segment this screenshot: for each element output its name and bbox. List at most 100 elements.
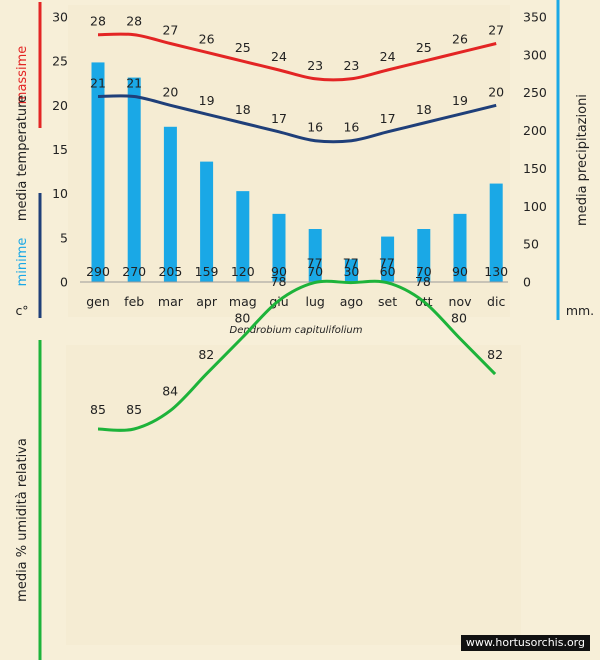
humidity-chart: 85 85 84 82 80 78 77 77 77 78 80 82 media % umidità … bbox=[15, 256, 521, 660]
right-tick-0: 0 bbox=[523, 275, 531, 290]
left-axis-label-mid: media temperature bbox=[15, 95, 30, 221]
precip-label-set: 60 bbox=[380, 264, 396, 279]
left-tick-25: 25 bbox=[52, 54, 68, 69]
max-temp-label-apr: 26 bbox=[199, 31, 215, 46]
precip-bar-nov bbox=[453, 213, 467, 282]
max-temp-label-lug: 23 bbox=[307, 58, 323, 73]
precip-label-gen: 290 bbox=[86, 264, 110, 279]
min-temp-label-mar: 20 bbox=[162, 84, 178, 99]
humidity-label-9: 78 bbox=[415, 274, 431, 289]
x-tick-nov: nov bbox=[449, 294, 473, 309]
precip-label-mag: 120 bbox=[231, 264, 255, 279]
x-tick-mag: mag bbox=[229, 294, 257, 309]
precip-bar-apr bbox=[200, 161, 214, 282]
left-tick-30: 30 bbox=[52, 10, 68, 25]
min-temp-label-feb: 21 bbox=[126, 76, 142, 91]
x-tick-apr: apr bbox=[196, 294, 218, 309]
precip-label-feb: 270 bbox=[122, 264, 146, 279]
precip-label-mar: 205 bbox=[158, 264, 182, 279]
right-tick-300: 300 bbox=[523, 47, 547, 62]
precip-bar-gen bbox=[91, 62, 105, 282]
precip-bar-lug bbox=[308, 229, 322, 282]
min-temp-label-set: 17 bbox=[380, 111, 396, 126]
site-credit: www.hortusorchis.org bbox=[460, 635, 590, 651]
x-tick-dic: dic bbox=[487, 294, 505, 309]
x-tick-set: set bbox=[378, 294, 397, 309]
humidity-label-11: 82 bbox=[487, 347, 503, 362]
x-tick-ago: ago bbox=[340, 294, 363, 309]
min-temp-label-giu: 17 bbox=[271, 111, 287, 126]
min-temp-label-ott: 18 bbox=[416, 102, 432, 117]
humidity-label-4: 80 bbox=[234, 311, 250, 326]
precip-bar-ago bbox=[344, 259, 358, 282]
bottom-plot-area bbox=[66, 345, 521, 645]
precip-label-giu: 90 bbox=[271, 264, 287, 279]
right-axis-label: media precipitazioni bbox=[575, 94, 590, 226]
humidity-label-0: 85 bbox=[90, 402, 106, 417]
max-temp-label-giu: 24 bbox=[271, 49, 287, 64]
right-tick-350: 350 bbox=[523, 10, 547, 25]
max-temp-label-set: 24 bbox=[380, 49, 396, 64]
precip-bar-mag bbox=[236, 191, 250, 282]
precip-bar-set bbox=[381, 236, 395, 282]
left-tick-20: 20 bbox=[52, 98, 68, 113]
min-temp-label-nov: 19 bbox=[452, 93, 468, 108]
right-tick-50: 50 bbox=[523, 237, 539, 252]
max-temp-label-dic: 27 bbox=[488, 23, 504, 38]
max-temp-line bbox=[97, 32, 497, 82]
precip-label-ago: 30 bbox=[343, 264, 359, 279]
max-temp-label-nov: 26 bbox=[452, 31, 468, 46]
x-tick-mar: mar bbox=[158, 294, 184, 309]
right-tick-200: 200 bbox=[523, 123, 547, 138]
x-tick-lug: lug bbox=[306, 294, 325, 309]
humidity-label-3: 82 bbox=[198, 347, 214, 362]
precip-label-ott: 70 bbox=[416, 264, 432, 279]
max-temp-label-mar: 27 bbox=[162, 23, 178, 38]
left-tick-5: 5 bbox=[60, 230, 68, 245]
max-temp-label-gen: 28 bbox=[90, 14, 106, 29]
min-temp-label-gen: 21 bbox=[90, 76, 106, 91]
max-temp-label-ott: 25 bbox=[416, 40, 432, 55]
min-temp-label-apr: 19 bbox=[199, 93, 215, 108]
max-temp-label-feb: 28 bbox=[126, 14, 142, 29]
left-tick-15: 15 bbox=[52, 142, 68, 157]
precip-bar-dic bbox=[489, 183, 503, 282]
x-tick-feb: feb bbox=[124, 294, 144, 309]
right-tick-250: 250 bbox=[523, 85, 547, 100]
min-temp-label-lug: 16 bbox=[307, 120, 323, 135]
precip-bar-ott bbox=[417, 229, 431, 282]
left-axis-unit: c° bbox=[15, 303, 28, 318]
humidity-label-10: 80 bbox=[451, 311, 467, 326]
humidity-label-1: 85 bbox=[126, 402, 142, 417]
humidity-label-2: 84 bbox=[162, 384, 178, 399]
min-temp-label-mag: 18 bbox=[235, 102, 251, 117]
humidity-label-8: 77 bbox=[379, 256, 395, 271]
chart-caption: Dendrobium capitulifolium bbox=[230, 325, 363, 336]
precip-bar-giu bbox=[272, 213, 286, 282]
temperature-precipitation-chart: gen feb mar apr mag giu lug ago set ott nov dic0510… bbox=[15, 0, 594, 336]
right-tick-150: 150 bbox=[523, 161, 547, 176]
precip-label-lug: 70 bbox=[307, 264, 323, 279]
humidity-label-6: 77 bbox=[307, 256, 323, 271]
left-axis-label-max: massime bbox=[15, 46, 30, 104]
humidity-label-5: 78 bbox=[271, 274, 287, 289]
left-axis-label-min: minime bbox=[15, 238, 30, 287]
humidity-axis-label: media % umidità relativa bbox=[15, 438, 30, 602]
precip-label-nov: 90 bbox=[452, 264, 468, 279]
right-tick-100: 100 bbox=[523, 199, 547, 214]
precip-label-apr: 159 bbox=[195, 264, 219, 279]
left-tick-0: 0 bbox=[60, 275, 68, 290]
min-temp-label-dic: 20 bbox=[488, 84, 504, 99]
precip-bar-mar bbox=[163, 126, 177, 283]
humidity-label-7: 77 bbox=[343, 256, 359, 271]
max-temp-label-ago: 23 bbox=[343, 58, 359, 73]
x-tick-gen: gen bbox=[86, 294, 110, 309]
max-temp-label-mag: 25 bbox=[235, 40, 251, 55]
precip-label-dic: 130 bbox=[484, 264, 508, 279]
right-axis-unit: mm. bbox=[566, 303, 594, 318]
precip-bar-feb bbox=[127, 77, 141, 282]
min-temp-line bbox=[97, 94, 497, 144]
left-tick-10: 10 bbox=[52, 186, 68, 201]
humidity-line bbox=[97, 279, 497, 432]
